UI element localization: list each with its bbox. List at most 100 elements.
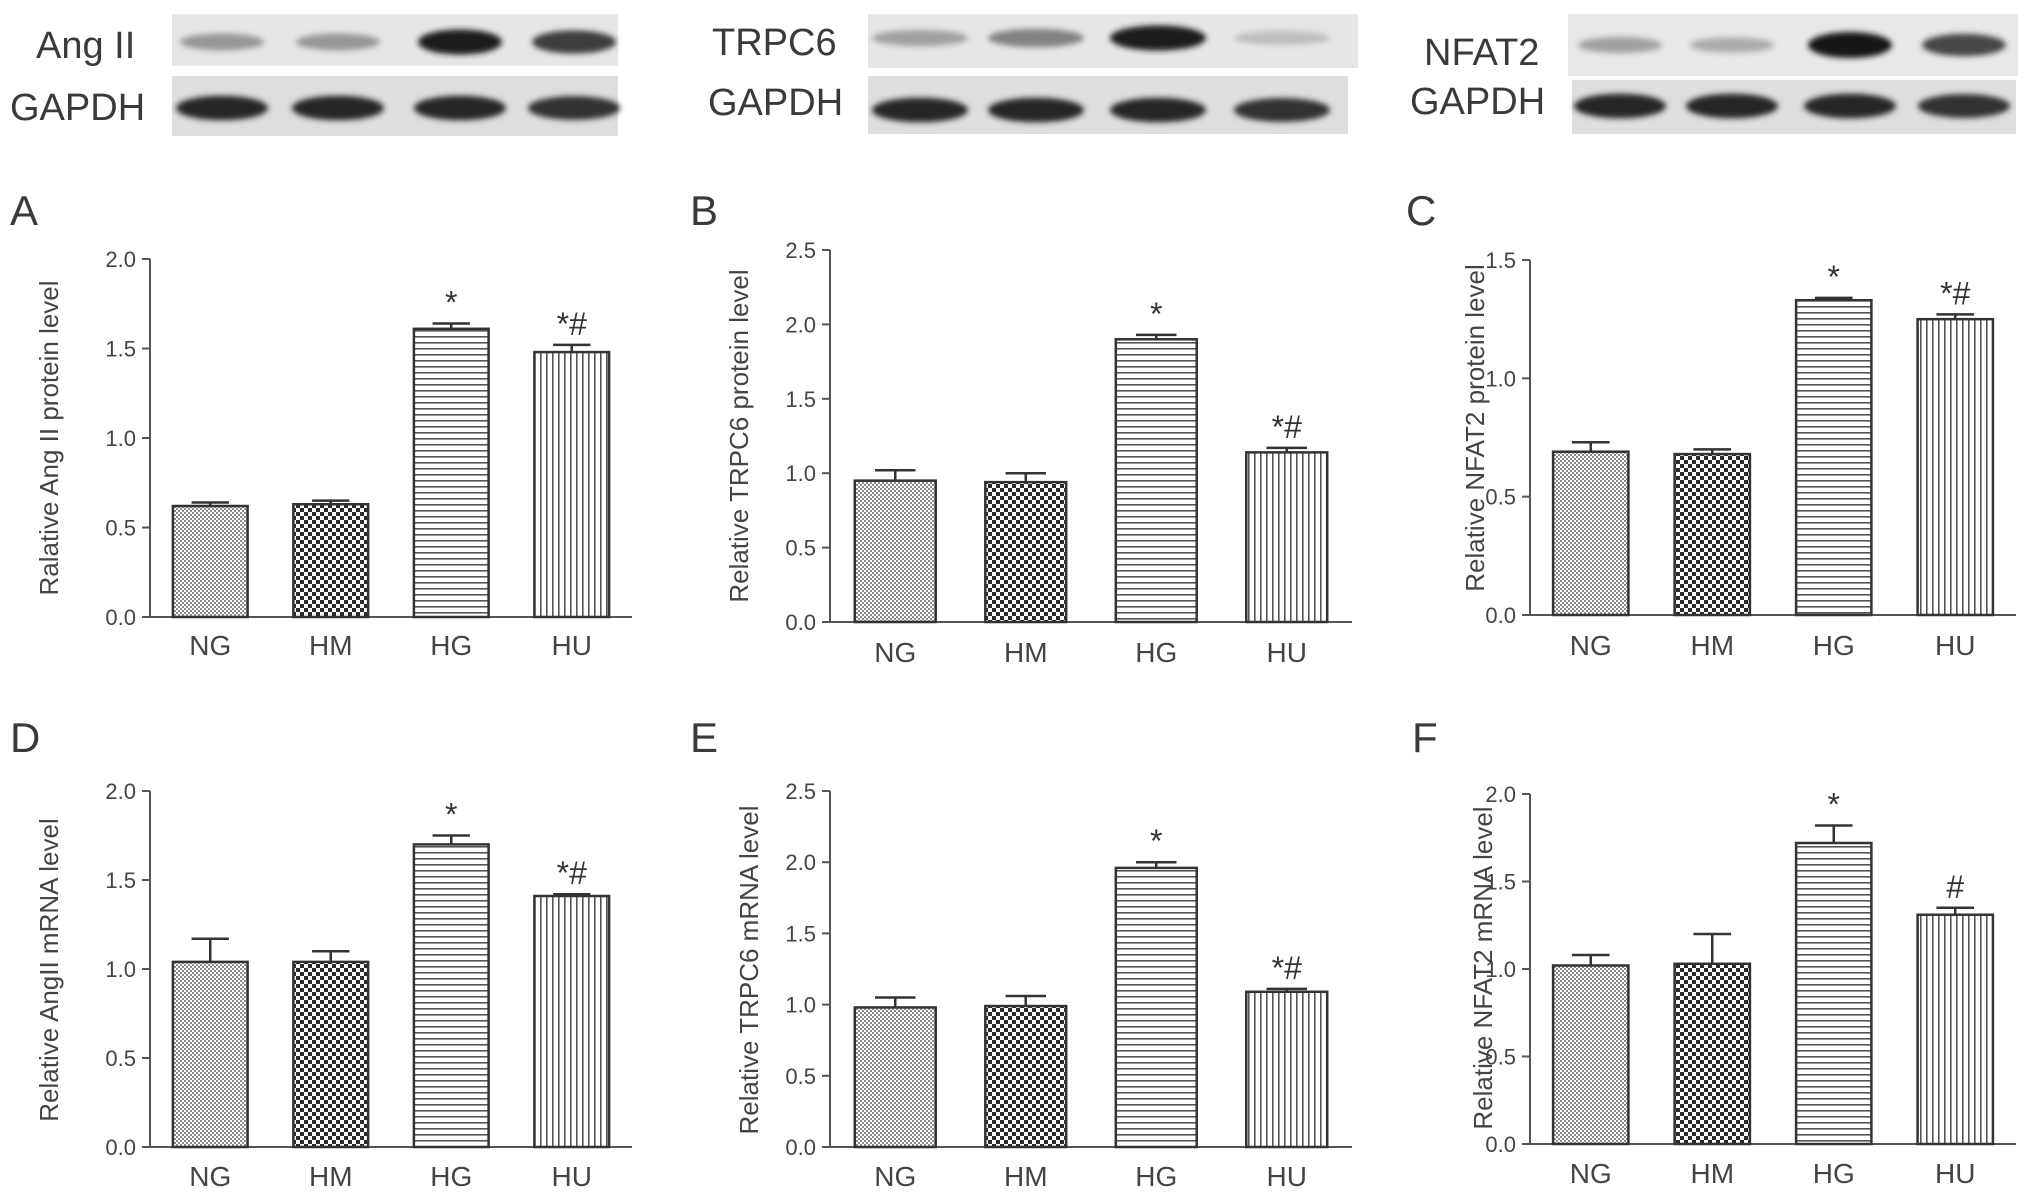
chart-b-x-tick-label-hu: HU <box>1267 637 1307 668</box>
chart-b-y-tick-label: 2.0 <box>785 312 816 337</box>
chart-d-x-tick-label-hg: HG <box>430 1161 472 1192</box>
chart-e-y-tick-label: 2.0 <box>785 850 816 875</box>
chart-a-x-tick-label-ng: NG <box>189 630 231 661</box>
chart-e-x-tick-label-hu: HU <box>1267 1161 1307 1192</box>
chart-c-x-tick-label-ng: NG <box>1570 630 1612 661</box>
chart-a-y-tick-label: 2.0 <box>105 247 136 272</box>
chart-c-x-tick-label-hu: HU <box>1935 630 1975 661</box>
chart-f-x-tick-label-hm: HM <box>1690 1158 1734 1189</box>
chart-d-y-axis-title: Relative AngII mRNA level <box>34 818 64 1121</box>
chart-d-y-tick-label: 2.0 <box>105 779 136 804</box>
chart-b-bar-hu <box>1245 451 1329 624</box>
blot-trpc6-target-band-ng <box>872 29 968 47</box>
chart-b-annotation-hu: *# <box>1272 409 1302 445</box>
chart-f-x-tick-label-hg: HG <box>1813 1158 1855 1189</box>
chart-a-annotation-hu: *# <box>557 306 587 342</box>
chart-f-y-tick-label: 1.5 <box>1485 870 1516 895</box>
blot-nfat2-control-band-hg <box>1804 93 1896 119</box>
chart-d-bar-ng <box>171 960 249 1149</box>
chart-b-y-tick-label: 0.5 <box>785 536 816 561</box>
blot-nfat2-target-band-hu <box>1922 33 2006 57</box>
chart-e-y-tick-label: 0.5 <box>785 1064 816 1089</box>
chart-f-annotation-hg: * <box>1828 787 1840 823</box>
blot-nfat2: NFAT2 GAPDH <box>1410 14 2018 134</box>
chart-c-x-tick-label-hg: HG <box>1813 630 1855 661</box>
chart-f-x-tick-label-hu: HU <box>1935 1158 1975 1189</box>
chart-d-y-tick-label: 1.0 <box>105 957 136 982</box>
blot-ang2-control-band-hu <box>528 96 620 120</box>
chart-e-x-tick-label-hm: HM <box>1004 1161 1048 1192</box>
blot-nfat2-target-band-hg <box>1808 32 1892 58</box>
chart-a-y-tick-label: 1.5 <box>105 337 136 362</box>
blot-trpc6-control-band-hg <box>1110 97 1206 123</box>
chart-f-annotation-hu: # <box>1946 869 1964 905</box>
chart-f-x-tick-label-ng: NG <box>1570 1158 1612 1189</box>
blot-trpc6-control-bands <box>872 97 1330 123</box>
chart-e-x-tick-label-hg: HG <box>1135 1161 1177 1192</box>
chart-e-annotation-hg: * <box>1150 823 1162 859</box>
chart-b-y-tick-label: 0.0 <box>785 610 816 635</box>
chart-e-y-axis-title: Relative TRPC6 mRNA level <box>734 806 764 1135</box>
chart-a-x-tick-label-hg: HG <box>430 630 472 661</box>
blot-trpc6-control-band-hm <box>988 97 1084 123</box>
blot-ang2-control-band-hm <box>292 95 384 121</box>
chart-d-bar-hg <box>412 843 490 1149</box>
chart-b-trpc6-protein: 0.0 0.5 1.0 1.5 2.0 2.5 Relative TRPC6 protein… <box>724 238 1352 668</box>
chart-b-bar-hg <box>1114 338 1198 624</box>
chart-e-y-tick-label: 2.5 <box>785 779 816 804</box>
chart-d-bar-hu <box>533 894 611 1149</box>
chart-d-x-tick-label-hm: HM <box>309 1161 353 1192</box>
chart-e-y-tick-label: 1.5 <box>785 921 816 946</box>
panel-letter-d: D <box>10 714 40 761</box>
blot-ang2-target-band-hu <box>532 30 616 54</box>
blot-nfat2-control-band-hm <box>1686 93 1778 119</box>
panel-letter-f: F <box>1412 714 1438 761</box>
chart-a-angii-protein: 0.0 0.5 1.0 1.5 2.0 Ralative Ang II protein l… <box>34 247 632 661</box>
chart-e-x-tick-label-ng: NG <box>874 1161 916 1192</box>
blot-ang2-target-band-hg <box>418 29 502 55</box>
chart-b-y-tick-label: 1.0 <box>785 461 816 486</box>
chart-b-x-tick-label-ng: NG <box>874 637 916 668</box>
chart-c-y-tick-label: 0.0 <box>1485 603 1516 628</box>
chart-f-y-axis-title: Relative NFAT2 mRNA level <box>1468 806 1498 1129</box>
chart-f-bar-hu <box>1916 913 1995 1146</box>
blot-ang2: Ang II GAPDH <box>10 14 620 136</box>
chart-f-y-tick-label: 1.0 <box>1485 957 1516 982</box>
chart-c-bar-ng <box>1551 450 1630 617</box>
chart-d-annotation-hu: *# <box>557 855 587 891</box>
blot-nfat2-target-band-hm <box>1690 37 1774 53</box>
blot-trpc6-control-band-hu <box>1234 98 1330 122</box>
blot-ang2-control-band-hg <box>414 95 506 121</box>
chart-b-x-tick-label-hm: HM <box>1004 637 1048 668</box>
blot-nfat2-target-bands <box>1578 32 2006 58</box>
chart-c-bar-hm <box>1673 452 1752 617</box>
blot-nfat2-control-bands <box>1574 93 2010 119</box>
chart-c-y-tick-label: 1.0 <box>1485 366 1516 391</box>
blot-trpc6-target-band-hg <box>1110 25 1206 51</box>
blot-ang2-target-band-hm <box>296 33 380 51</box>
chart-a-y-tick-label: 0.0 <box>105 605 136 630</box>
blot-trpc6-target-band-hm <box>988 28 1084 48</box>
chart-e-bar-hm <box>984 1004 1068 1149</box>
chart-a-bar-ng <box>171 504 249 619</box>
chart-a-bar-hu <box>533 350 611 619</box>
chart-b-bar-hm <box>984 480 1068 624</box>
chart-e-annotation-hu: *# <box>1272 950 1302 986</box>
blot-ang2-target-band-ng <box>180 33 264 51</box>
chart-a-bar-hg <box>412 327 490 619</box>
chart-b-y-axis-title: Relative TRPC6 protein level <box>724 269 754 602</box>
panel-letter-b: B <box>690 187 718 234</box>
blot-trpc6: TRPC6 GAPDH <box>708 14 1358 134</box>
chart-d-x-tick-label-hu: HU <box>552 1161 592 1192</box>
panel-letter-c: C <box>1406 187 1436 234</box>
chart-c-annotation-hu: *# <box>1940 275 1970 311</box>
blot-nfat2-control-label: GAPDH <box>1410 81 1545 123</box>
chart-d-y-tick-label: 1.5 <box>105 868 136 893</box>
chart-d-annotation-hg: * <box>445 797 457 833</box>
blot-ang2-control-band-ng <box>176 95 268 121</box>
chart-a-annotation-hg: * <box>445 284 457 320</box>
chart-c-y-tick-label: 1.5 <box>1485 248 1516 273</box>
blot-trpc6-target-bands <box>872 25 1330 51</box>
